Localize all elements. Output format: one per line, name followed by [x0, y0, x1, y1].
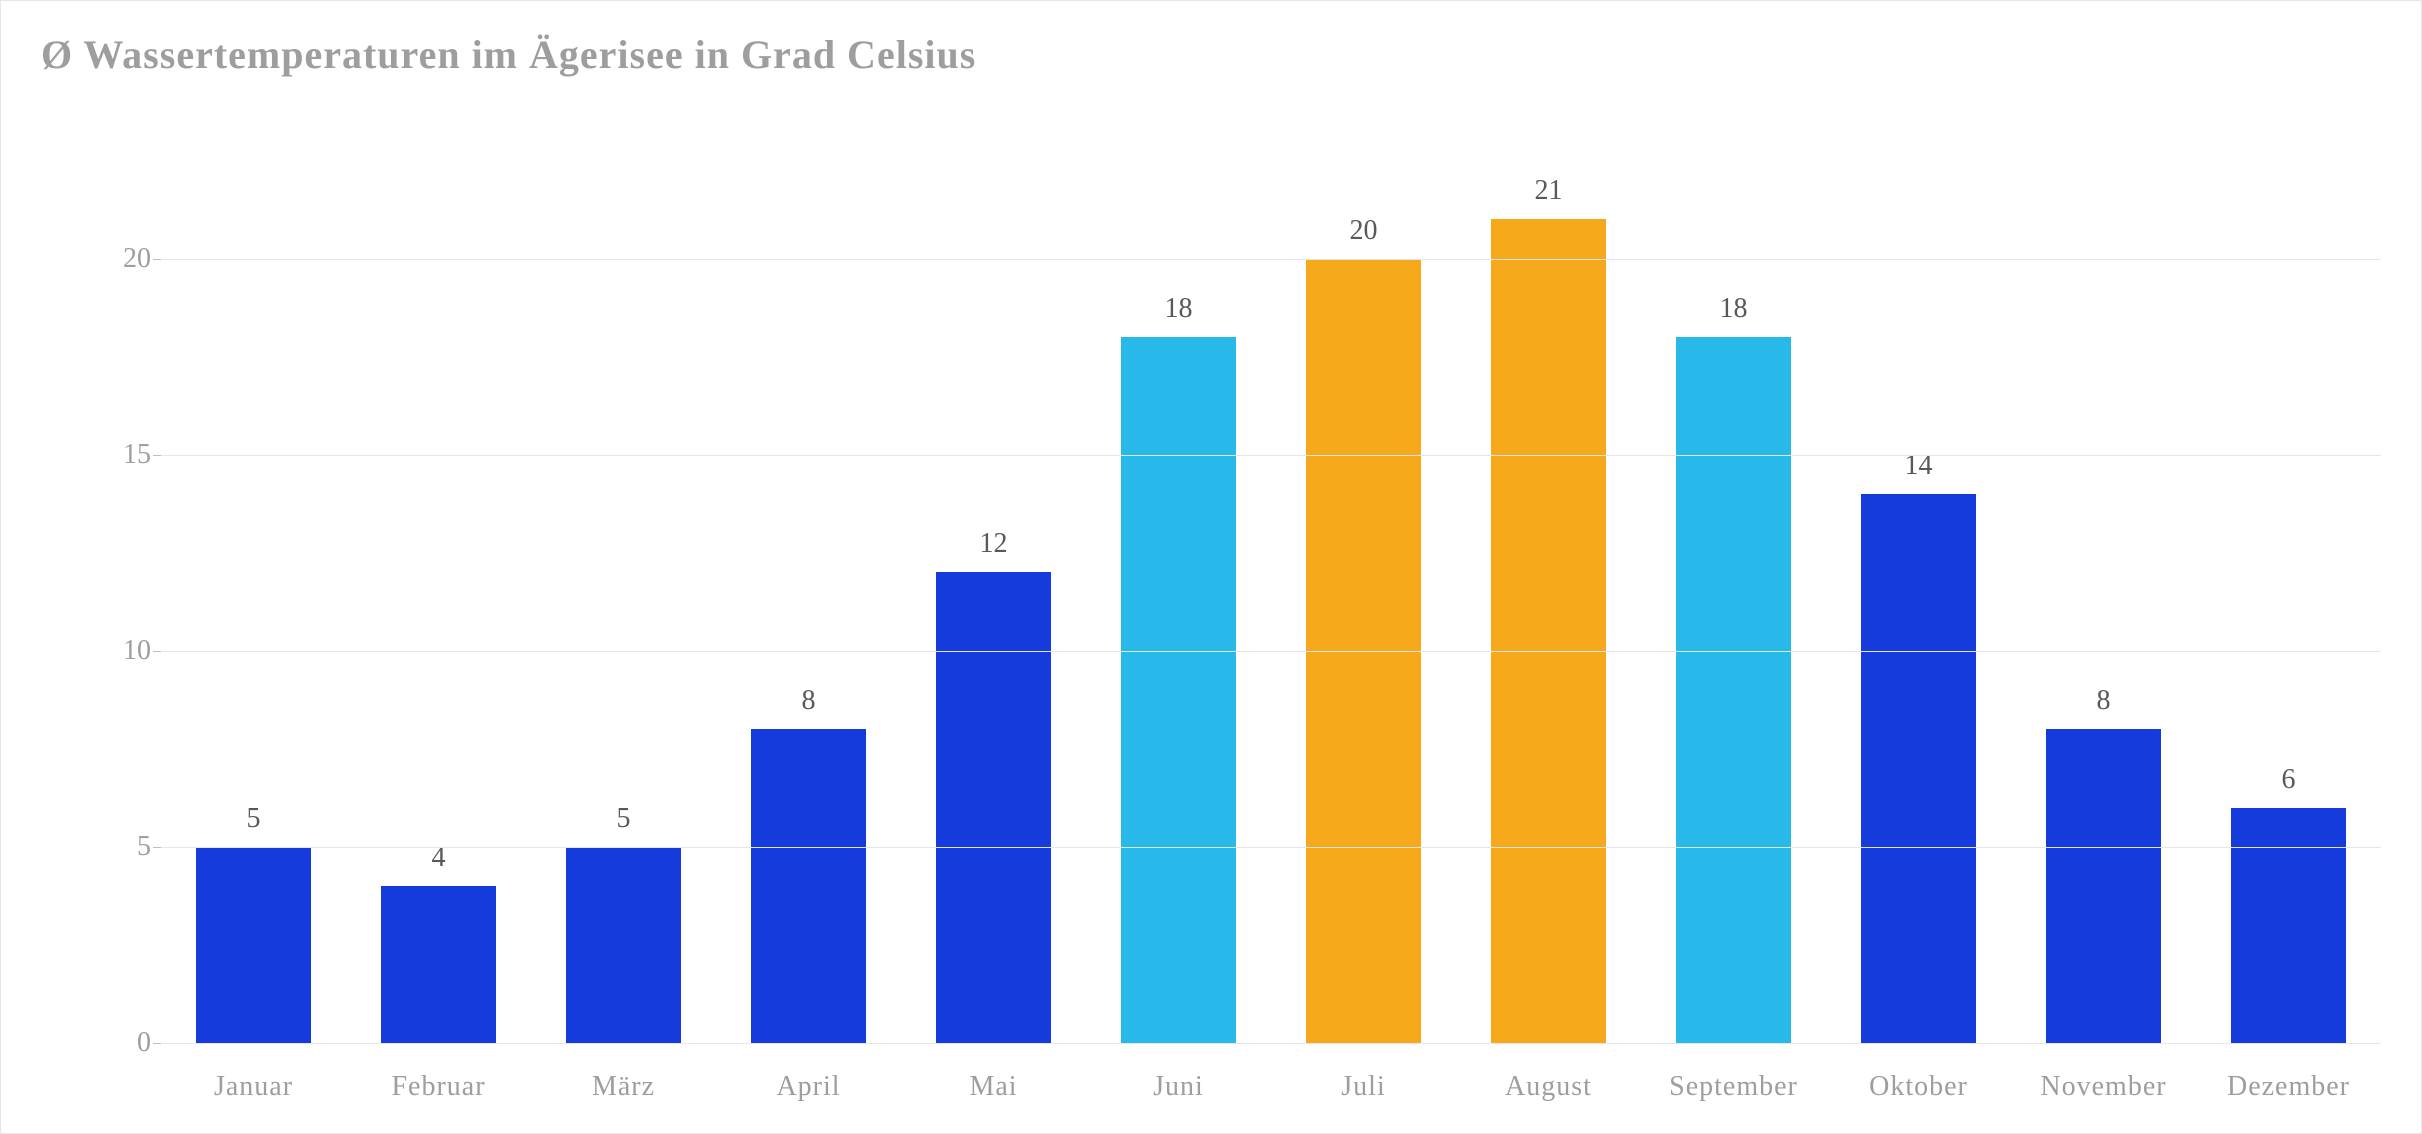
- x-axis-label: März: [531, 1071, 716, 1103]
- gridline: [161, 1043, 2381, 1044]
- chart-container: Ø Wassertemperaturen im Ägerisee in Grad…: [0, 0, 2422, 1134]
- x-axis-label: Oktober: [1826, 1071, 2011, 1103]
- y-axis-tick: [153, 651, 161, 652]
- x-axis-label: Mai: [901, 1071, 1086, 1103]
- x-axis-label: Juli: [1271, 1071, 1456, 1103]
- x-axis-label: September: [1641, 1071, 1826, 1103]
- bar: [936, 572, 1051, 1043]
- bar-value-label: 5: [247, 803, 261, 835]
- bar: [1676, 337, 1791, 1043]
- bar-value-label: 8: [2097, 685, 2111, 717]
- bar-slot: 5: [161, 141, 346, 1043]
- chart-title: Ø Wassertemperaturen im Ägerisee in Grad…: [41, 31, 2381, 78]
- bar-value-label: 12: [980, 528, 1008, 560]
- bar: [566, 847, 681, 1043]
- bar-slot: 12: [901, 141, 1086, 1043]
- bar: [2231, 808, 2346, 1043]
- x-axis-label: Dezember: [2196, 1071, 2381, 1103]
- y-tick-label: 20: [101, 243, 151, 275]
- bar: [1861, 494, 1976, 1043]
- bar-value-label: 6: [2282, 764, 2296, 796]
- bar-slot: 5: [531, 141, 716, 1043]
- bar-value-label: 8: [802, 685, 816, 717]
- y-axis-tick: [153, 847, 161, 848]
- bars-row: 5 4 5 8 12 18 20 21 18 14 8 6: [161, 141, 2381, 1043]
- bar-value-label: 20: [1350, 215, 1378, 247]
- bar-slot: 8: [2011, 141, 2196, 1043]
- bar: [1491, 219, 1606, 1043]
- x-axis-label: Februar: [346, 1071, 531, 1103]
- y-axis-tick: [153, 455, 161, 456]
- plot-wrapper: 545812182021181486 05101520: [101, 141, 2381, 1043]
- bar-slot: 20: [1271, 141, 1456, 1043]
- bar-slot: 18: [1641, 141, 1826, 1043]
- gridline: [161, 651, 2381, 652]
- bar-slot: 21: [1456, 141, 1641, 1043]
- bar: [381, 886, 496, 1043]
- y-tick-label: 10: [101, 635, 151, 667]
- bar-slot: 4: [346, 141, 531, 1043]
- bar-value-label: 18: [1720, 293, 1748, 325]
- gridline: [161, 259, 2381, 260]
- y-axis-tick: [153, 259, 161, 260]
- bar-slot: 14: [1826, 141, 2011, 1043]
- bar: [751, 729, 866, 1043]
- bar: [2046, 729, 2161, 1043]
- bar-slot: 8: [716, 141, 901, 1043]
- y-tick-label: 15: [101, 439, 151, 471]
- bar: [196, 847, 311, 1043]
- y-tick-label: 5: [101, 831, 151, 863]
- x-axis-label: April: [716, 1071, 901, 1103]
- x-axis-label: August: [1456, 1071, 1641, 1103]
- bar-slot: 6: [2196, 141, 2381, 1043]
- y-axis-tick: [153, 1043, 161, 1044]
- bar-slot: 18: [1086, 141, 1271, 1043]
- bar-value-label: 18: [1165, 293, 1193, 325]
- x-axis-label: Januar: [161, 1071, 346, 1103]
- bar-value-label: 5: [617, 803, 631, 835]
- x-axis-labels: JanuarFebruarMärzAprilMaiJuniJuliAugustS…: [161, 1071, 2381, 1103]
- plot-area: 545812182021181486 05101520: [161, 141, 2381, 1043]
- bar: [1121, 337, 1236, 1043]
- gridline: [161, 455, 2381, 456]
- bar-value-label: 21: [1535, 175, 1563, 207]
- y-tick-label: 0: [101, 1027, 151, 1059]
- gridline: [161, 847, 2381, 848]
- x-axis-label: Juni: [1086, 1071, 1271, 1103]
- x-axis-label: November: [2011, 1071, 2196, 1103]
